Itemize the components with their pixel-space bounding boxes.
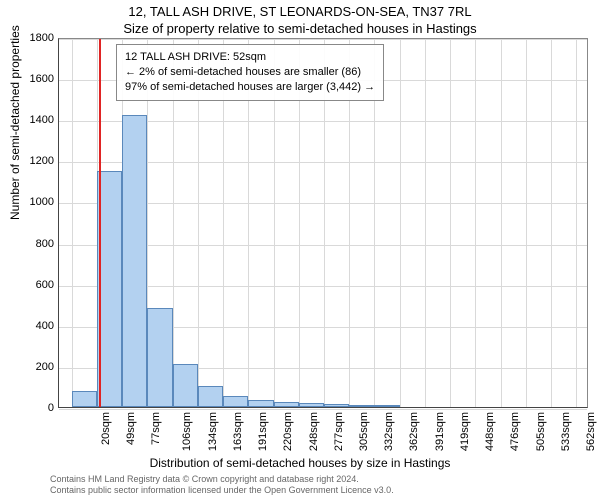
chart-title-block: 12, TALL ASH DRIVE, ST LEONARDS-ON-SEA, …: [0, 0, 600, 36]
histogram-bar: [147, 308, 172, 407]
annotation-box: 12 TALL ASH DRIVE: 52sqm ← 2% of semi-de…: [116, 44, 384, 101]
histogram-bar: [248, 400, 273, 407]
histogram-bar: [72, 391, 97, 407]
xtick-label: 533sqm: [560, 412, 572, 451]
chart-container: 12 TALL ASH DRIVE: 52sqm ← 2% of semi-de…: [58, 38, 588, 408]
xtick-label: 305sqm: [358, 412, 370, 451]
histogram-bar: [198, 386, 223, 407]
xtick-label: 419sqm: [459, 412, 471, 451]
histogram-bar: [173, 364, 198, 407]
footnote-line2: Contains public sector information licen…: [50, 485, 394, 496]
ytick-label: 200: [14, 361, 54, 373]
annotation-line3: 97% of semi-detached houses are larger (…: [125, 80, 375, 95]
footnote: Contains HM Land Registry data © Crown c…: [50, 474, 394, 497]
ytick-label: 600: [14, 279, 54, 291]
xtick-label: 134sqm: [207, 412, 219, 451]
xtick-label: 448sqm: [484, 412, 496, 451]
x-axis-label: Distribution of semi-detached houses by …: [0, 456, 600, 470]
xtick-label: 220sqm: [282, 412, 294, 451]
ytick-label: 800: [14, 238, 54, 250]
xtick-label: 332sqm: [383, 412, 395, 451]
ytick-label: 0: [14, 402, 54, 414]
xtick-label: 163sqm: [232, 412, 244, 451]
xtick-label: 49sqm: [125, 412, 137, 445]
xtick-label: 505sqm: [535, 412, 547, 451]
histogram-bar: [299, 403, 324, 407]
histogram-bar: [122, 115, 147, 407]
xtick-label: 362sqm: [409, 412, 421, 451]
property-marker-line: [99, 39, 101, 407]
ytick-label: 1200: [14, 155, 54, 167]
xtick-label: 277sqm: [333, 412, 345, 451]
ytick-label: 400: [14, 320, 54, 332]
xtick-label: 562sqm: [585, 412, 597, 451]
annotation-line1: 12 TALL ASH DRIVE: 52sqm: [125, 50, 375, 65]
xtick-label: 248sqm: [308, 412, 320, 451]
xtick-label: 20sqm: [100, 412, 112, 445]
histogram-bar: [223, 396, 248, 407]
ytick-label: 1000: [14, 196, 54, 208]
histogram-bar: [324, 404, 349, 407]
histogram-bar: [349, 405, 374, 407]
xtick-label: 106sqm: [181, 412, 193, 451]
annotation-line2: ← 2% of semi-detached houses are smaller…: [125, 65, 375, 80]
histogram-bar: [374, 405, 399, 407]
xtick-label: 191sqm: [257, 412, 269, 451]
title-address: 12, TALL ASH DRIVE, ST LEONARDS-ON-SEA, …: [0, 4, 600, 19]
xtick-label: 77sqm: [150, 412, 162, 445]
footnote-line1: Contains HM Land Registry data © Crown c…: [50, 474, 394, 485]
xtick-label: 476sqm: [510, 412, 522, 451]
ytick-label: 1400: [14, 114, 54, 126]
ytick-label: 1600: [14, 73, 54, 85]
histogram-bar: [274, 402, 299, 407]
title-subtitle: Size of property relative to semi-detach…: [0, 21, 600, 36]
xtick-label: 391sqm: [434, 412, 446, 451]
ytick-label: 1800: [14, 32, 54, 44]
